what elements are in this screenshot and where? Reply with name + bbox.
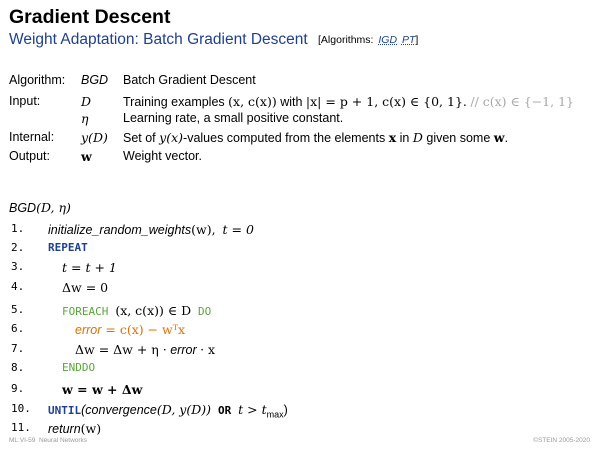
page-subtitle: Weight Adaptation: Batch Gradient Descen… <box>9 31 418 49</box>
step-sub: max <box>266 409 284 420</box>
step-math: t > t <box>238 402 267 417</box>
step-math: w = w + Δw <box>62 382 143 397</box>
def-internal-w: w <box>493 130 505 145</box>
def-eta-desc: Learning rate, a small positive constant… <box>123 111 344 125</box>
subtitle-text: Weight Adaptation: Batch Gradient Descen… <box>9 31 308 48</box>
def-internal-in: in <box>399 131 410 145</box>
def-internal-x: x <box>388 130 397 145</box>
link-igd[interactable]: IGD <box>378 34 398 46</box>
step-extra: t = 0 <box>222 222 254 237</box>
step-number: 5. <box>11 303 25 316</box>
step-number: 1. <box>11 222 25 235</box>
step-math: Δw = Δw + η · <box>75 342 167 357</box>
step-math: = c(x) − wᵀx <box>101 322 186 337</box>
def-output: Output: w Weight vector. <box>0 149 600 167</box>
step-math: t = t + 1 <box>62 260 117 275</box>
step-math: Δw = 0 <box>62 280 109 295</box>
step-number: 3. <box>11 260 25 273</box>
footer-right: ©STEIN 2005-2020 <box>533 437 590 444</box>
def-eta: η Learning rate, a small positive consta… <box>0 111 600 129</box>
def-output-symbol: w <box>81 149 92 164</box>
link-pt[interactable]: PT <box>401 34 416 46</box>
step-number: 4. <box>11 280 25 293</box>
step-number: 7. <box>11 342 25 355</box>
def-internal-given: given some <box>426 131 491 145</box>
step-number: 6. <box>11 322 25 335</box>
step-keyword-or: OR <box>217 404 232 417</box>
def-internal-prefix: Set of <box>123 131 156 145</box>
def-input-symbol: D <box>81 94 92 109</box>
def-algorithm: Algorithm: BGD Batch Gradient Descent <box>0 73 600 91</box>
step-fn: return <box>48 422 81 436</box>
step-keyword: ENDDO <box>62 361 96 374</box>
def-input-cond: |x| = p + 1, c(x) ∈ {0, 1}. <box>305 94 467 109</box>
page-title: Gradient Descent <box>9 6 171 28</box>
step-number: 10. <box>11 402 31 415</box>
def-input-pair: (x, c(x)) <box>228 94 277 109</box>
algorithm-args: (D, η) <box>36 200 71 215</box>
algorithm-name: BGD <box>9 201 37 215</box>
algorithms-ref: [Algorithms: IGD PT] <box>318 34 418 46</box>
def-output-key: Output: <box>9 149 50 163</box>
def-internal-yx: y(x) <box>159 130 184 145</box>
step-keyword: UNTIL <box>48 404 82 417</box>
def-output-desc: Weight vector. <box>123 149 202 163</box>
step-number: 2. <box>11 241 25 254</box>
step-number: 11. <box>11 421 31 434</box>
step-math-tail: · x <box>200 342 216 357</box>
def-internal-key: Internal: <box>9 130 55 144</box>
def-internal-desc: Set of y(x)-values computed from the ele… <box>123 130 508 145</box>
step-close: ) <box>283 403 288 417</box>
def-internal-symbol: y(D) <box>81 130 108 145</box>
algorithm-signature: BGD(D, η) <box>9 200 71 215</box>
algorithms-close: ] <box>415 34 419 46</box>
def-eta-symbol: η <box>81 111 89 126</box>
def-internal: Internal: y(D) Set of y(x)-values comput… <box>0 130 600 148</box>
def-algorithm-key: Algorithm: <box>9 73 66 87</box>
def-input-prefix: Training examples <box>123 95 225 109</box>
step-args: (w) <box>80 421 102 436</box>
footer-left: ML:VI-59 Neural Networks <box>9 437 87 444</box>
step-fn: (convergence <box>81 403 157 417</box>
def-internal-end: . <box>504 131 509 145</box>
step-keyword-do: DO <box>198 305 212 318</box>
footer-section: Neural Networks <box>39 437 88 444</box>
step-args: (D, y(D)) <box>156 402 211 417</box>
step-args: (w), <box>191 222 216 237</box>
step-math: (x, c(x)) ∈ D <box>115 303 192 318</box>
def-input-key: Input: <box>9 94 41 108</box>
def-algorithm-symbol: BGD <box>81 73 109 87</box>
step-error: error <box>170 343 197 357</box>
step-fn: initialize_random_weights <box>48 223 192 237</box>
step-error-label: error <box>75 323 102 337</box>
step-keyword: FOREACH <box>62 305 109 318</box>
algorithms-label: [Algorithms: <box>318 34 374 46</box>
def-input-desc: Training examples (x, c(x)) with |x| = p… <box>123 94 574 109</box>
def-internal-D: D <box>412 130 423 145</box>
def-input: Input: D Training examples (x, c(x)) wit… <box>0 94 600 112</box>
footer-slide-id: ML:VI-59 <box>9 437 36 444</box>
def-internal-mid: -values computed from the elements <box>183 131 386 145</box>
def-input-comment: // c(x) ∈ {−1, 1} <box>470 94 574 109</box>
step-keyword: REPEAT <box>48 241 88 254</box>
step-number: 8. <box>11 361 25 374</box>
def-algorithm-desc: Batch Gradient Descent <box>123 73 256 87</box>
step-number: 9. <box>11 382 25 395</box>
def-input-with: with <box>280 95 303 109</box>
